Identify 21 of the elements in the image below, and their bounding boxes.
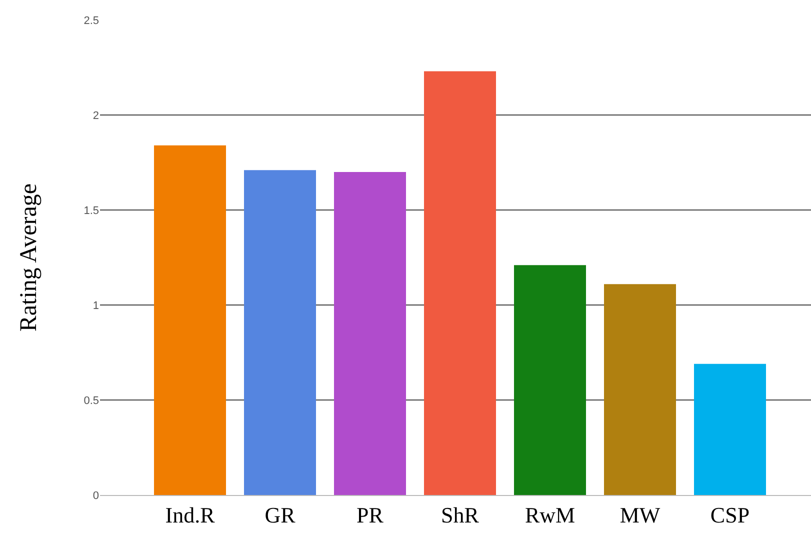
bar — [694, 364, 766, 495]
x-tick-label: MW — [620, 502, 660, 528]
x-tick-label: CSP — [710, 502, 750, 528]
y-tick-label: 1 — [92, 300, 99, 312]
x-tick-label: ShR — [441, 502, 480, 528]
bar — [154, 145, 226, 495]
bar — [514, 265, 586, 495]
y-tick-label: 0.5 — [84, 394, 99, 407]
x-tick-label: Ind.R — [165, 502, 216, 528]
y-tick-label: 0 — [92, 490, 99, 502]
bar — [334, 172, 406, 495]
x-tick-label: GR — [264, 502, 296, 528]
y-tick-label: 2 — [92, 110, 99, 122]
x-tick-label: PR — [356, 502, 384, 528]
y-tick-label: 2.5 — [84, 14, 99, 27]
bar — [244, 170, 316, 495]
x-tick-label: RwM — [524, 502, 576, 528]
y-tick-label: 1.5 — [84, 204, 99, 217]
y-axis-title: Rating Average — [16, 183, 42, 332]
bar — [604, 284, 676, 495]
bar — [424, 71, 496, 495]
